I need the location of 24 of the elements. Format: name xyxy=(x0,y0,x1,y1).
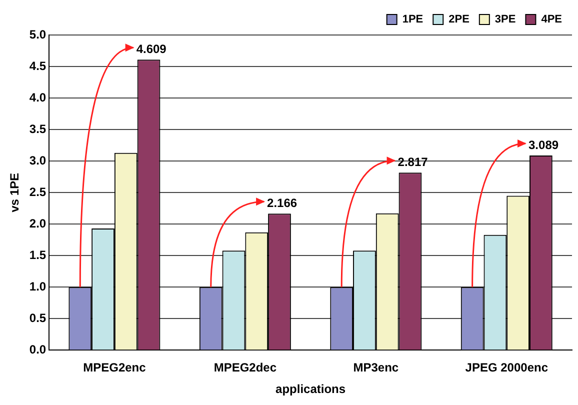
y-tick-label: 4.5 xyxy=(29,58,46,73)
x-axis-title: applications xyxy=(276,382,346,396)
y-tick-label: 1.0 xyxy=(29,279,46,294)
data-label: 4.609 xyxy=(136,42,167,56)
legend-label: 3PE xyxy=(494,14,516,26)
x-tick-label: MPEG2enc xyxy=(83,360,146,375)
y-tick-label: 0.5 xyxy=(29,310,46,325)
y-tick-label: 2.5 xyxy=(29,184,46,199)
x-tick-label: MP3enc xyxy=(353,360,399,375)
y-tick-label: 4.0 xyxy=(29,90,46,104)
legend-label: 1PE xyxy=(402,14,424,26)
y-tick-label: 5.0 xyxy=(29,27,46,42)
data-label: 2.166 xyxy=(267,196,298,210)
data-label: 3.089 xyxy=(528,138,559,152)
y-tick-label: 2.0 xyxy=(29,216,46,230)
y-tick-label: 0.0 xyxy=(29,342,46,357)
x-tick-label: MPEG2dec xyxy=(214,360,277,375)
y-tick-label: 1.5 xyxy=(29,248,46,262)
y-axis-title: vs 1PE xyxy=(8,172,22,212)
y-tick-label: 3.5 xyxy=(29,122,46,136)
y-tick-label: 3.0 xyxy=(29,153,46,168)
legend-label: 2PE xyxy=(448,14,470,26)
legend-label: 4PE xyxy=(541,14,562,26)
x-tick-label: JPEG 2000enc xyxy=(465,360,548,375)
